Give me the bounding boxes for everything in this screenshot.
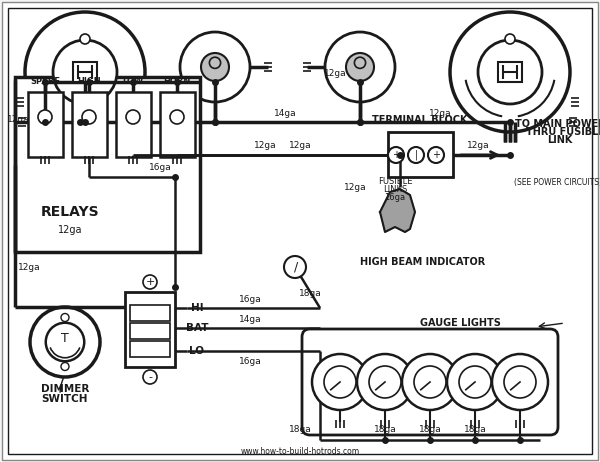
Text: 12ga: 12ga xyxy=(323,68,346,78)
Text: 12ga: 12ga xyxy=(428,109,451,117)
Text: 16ga: 16ga xyxy=(239,294,262,304)
Circle shape xyxy=(369,366,401,398)
Text: 18ga: 18ga xyxy=(464,426,487,434)
Text: 12ga: 12ga xyxy=(7,116,29,124)
Bar xyxy=(130,305,170,321)
Text: 16ga: 16ga xyxy=(239,357,262,365)
Bar xyxy=(72,92,107,157)
Text: T: T xyxy=(61,333,69,346)
Text: SPARE: SPARE xyxy=(30,78,60,86)
Text: LOW: LOW xyxy=(122,78,143,86)
Text: /: / xyxy=(294,261,298,274)
Circle shape xyxy=(25,12,145,132)
Circle shape xyxy=(492,354,548,410)
Circle shape xyxy=(82,110,96,124)
Circle shape xyxy=(80,34,90,44)
Text: 12ga: 12ga xyxy=(18,262,41,272)
Text: LO: LO xyxy=(190,346,205,356)
Circle shape xyxy=(459,366,491,398)
Circle shape xyxy=(126,110,140,124)
Text: 18ga: 18ga xyxy=(419,426,442,434)
Text: LINK: LINK xyxy=(547,135,572,145)
Circle shape xyxy=(143,370,157,384)
Text: HIGH: HIGH xyxy=(77,78,101,86)
Bar xyxy=(15,77,200,252)
Text: (SEE POWER CIRCUITS): (SEE POWER CIRCUITS) xyxy=(514,177,600,187)
Circle shape xyxy=(61,363,69,371)
Text: 12ga: 12ga xyxy=(344,182,367,192)
Text: 18ga: 18ga xyxy=(289,426,311,434)
Text: 14ga: 14ga xyxy=(274,109,296,117)
Text: HIGH BEAM INDICATOR: HIGH BEAM INDICATOR xyxy=(360,257,485,267)
Text: TO MAIN POWER: TO MAIN POWER xyxy=(515,119,600,129)
Bar xyxy=(498,62,522,82)
Circle shape xyxy=(346,53,374,81)
Circle shape xyxy=(38,110,52,124)
Circle shape xyxy=(355,57,365,68)
Text: 12ga: 12ga xyxy=(58,225,82,235)
Text: 12ga: 12ga xyxy=(254,141,277,151)
Circle shape xyxy=(284,256,306,278)
Text: 16ga: 16ga xyxy=(149,164,172,172)
Text: FUSIBLE: FUSIBLE xyxy=(378,177,412,187)
Circle shape xyxy=(325,32,395,102)
Circle shape xyxy=(428,147,444,163)
Text: +: + xyxy=(432,150,440,160)
Text: HI: HI xyxy=(191,303,203,313)
Circle shape xyxy=(388,147,404,163)
Circle shape xyxy=(402,354,458,410)
Bar xyxy=(130,323,170,339)
Bar xyxy=(388,132,453,177)
Bar xyxy=(28,92,63,157)
Circle shape xyxy=(201,53,229,81)
Text: DIMMER: DIMMER xyxy=(41,384,89,394)
Text: 14ga: 14ga xyxy=(239,315,262,323)
Text: 18ga: 18ga xyxy=(299,288,322,298)
Text: HORN: HORN xyxy=(163,78,191,86)
Text: 16ga: 16ga xyxy=(385,194,406,202)
Circle shape xyxy=(450,12,570,132)
Text: +: + xyxy=(392,150,400,160)
Text: +: + xyxy=(145,277,155,287)
Circle shape xyxy=(143,275,157,289)
Circle shape xyxy=(30,307,100,377)
Circle shape xyxy=(61,314,69,322)
Circle shape xyxy=(46,323,84,361)
Text: TERMINAL BLOCK: TERMINAL BLOCK xyxy=(372,115,468,125)
Circle shape xyxy=(312,354,368,410)
Text: SWITCH: SWITCH xyxy=(42,394,88,404)
Bar xyxy=(73,62,97,82)
Circle shape xyxy=(180,32,250,102)
Circle shape xyxy=(478,40,542,104)
Text: www.how-to-build-hotrods.com: www.how-to-build-hotrods.com xyxy=(241,447,359,456)
Circle shape xyxy=(408,147,424,163)
Text: 12ga: 12ga xyxy=(289,141,311,151)
Text: BAT: BAT xyxy=(186,323,208,333)
Circle shape xyxy=(414,366,446,398)
Circle shape xyxy=(53,40,117,104)
Text: |: | xyxy=(415,150,418,160)
Text: LINKS: LINKS xyxy=(383,186,407,195)
Bar xyxy=(116,92,151,157)
FancyBboxPatch shape xyxy=(302,329,558,435)
Circle shape xyxy=(505,34,515,44)
Bar xyxy=(130,341,170,357)
Circle shape xyxy=(209,57,221,68)
Text: GAUGE LIGHTS: GAUGE LIGHTS xyxy=(419,318,500,328)
Circle shape xyxy=(447,354,503,410)
Text: 12ga: 12ga xyxy=(467,141,490,151)
Circle shape xyxy=(504,366,536,398)
Text: RELAYS: RELAYS xyxy=(41,205,100,219)
Text: THRU FUSIBLE: THRU FUSIBLE xyxy=(526,127,600,137)
Text: 18ga: 18ga xyxy=(374,426,397,434)
Polygon shape xyxy=(380,189,415,232)
Circle shape xyxy=(357,354,413,410)
Circle shape xyxy=(324,366,356,398)
Circle shape xyxy=(170,110,184,124)
Bar xyxy=(125,292,175,367)
Text: -: - xyxy=(148,372,152,382)
Bar xyxy=(160,92,195,157)
FancyArrowPatch shape xyxy=(461,152,497,158)
